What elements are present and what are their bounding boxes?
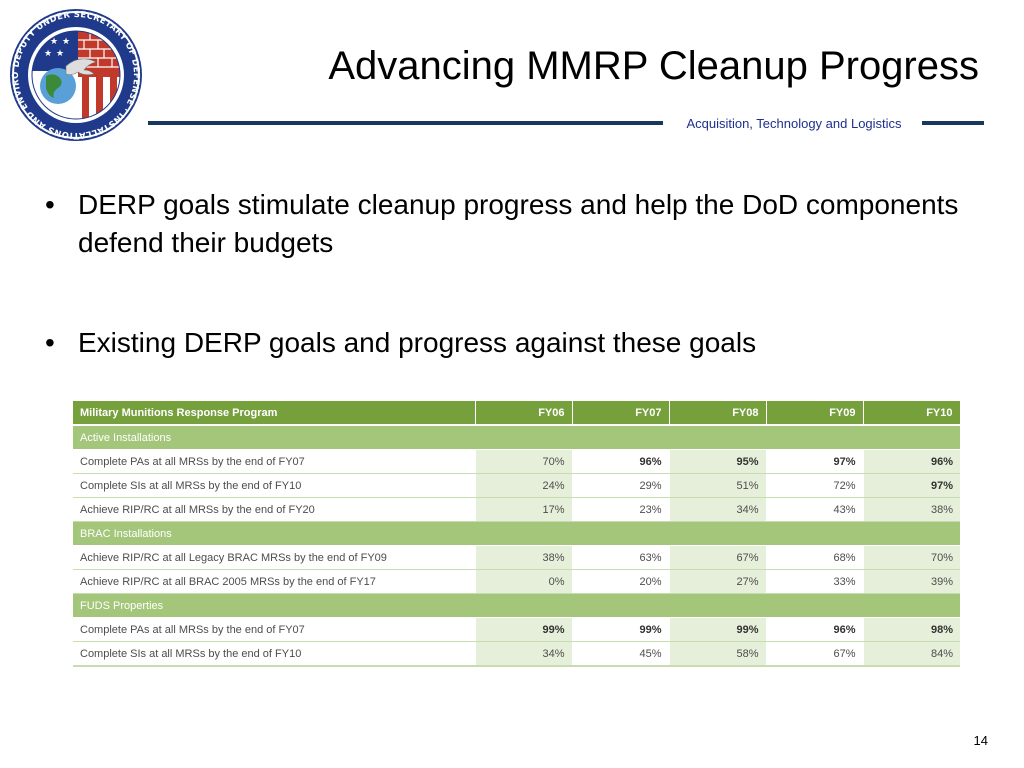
section-label: FUDS Properties (73, 593, 475, 618)
value-cell-fy10: 84% (862, 641, 960, 667)
value-cell-fy06: 24% (474, 473, 572, 498)
table-row: Complete PAs at all MRSs by the end of F… (73, 617, 960, 642)
svg-text:★: ★ (50, 37, 58, 47)
mmrp-goals-table: Military Munitions Response Program FY06… (73, 401, 961, 667)
section-filler (863, 593, 960, 618)
dusd-seal-logo: ★★★ ★★ DEPUT (2, 0, 146, 144)
section-filler (669, 521, 766, 546)
section-filler (572, 593, 669, 618)
goal-label: Complete PAs at all MRSs by the end of F… (73, 617, 475, 642)
value-cell-fy07: 23% (571, 497, 669, 522)
value-cell-fy06: 70% (474, 449, 572, 474)
table-section-row: Active Installations (73, 425, 960, 450)
value-cell-fy09: 72% (765, 473, 863, 498)
goal-label: Complete SIs at all MRSs by the end of F… (73, 473, 475, 498)
bullet-list: • DERP goals stimulate cleanup progress … (45, 186, 985, 362)
header-rule-right (922, 121, 984, 125)
section-filler (766, 593, 863, 618)
value-cell-fy10: 38% (862, 497, 960, 522)
value-cell-fy08: 58% (668, 641, 766, 667)
value-cell-fy06: 99% (474, 617, 572, 642)
bullet-item: • Existing DERP goals and progress again… (45, 324, 985, 362)
section-filler (475, 425, 572, 450)
value-cell-fy09: 67% (765, 641, 863, 667)
table-row: Achieve RIP/RC at all MRSs by the end of… (73, 497, 960, 522)
value-cell-fy09: 68% (765, 545, 863, 570)
column-header-fy10: FY10 (863, 401, 961, 426)
value-cell-fy06: 38% (474, 545, 572, 570)
section-filler (572, 521, 669, 546)
goal-label: Achieve RIP/RC at all BRAC 2005 MRSs by … (73, 569, 475, 594)
value-cell-fy09: 97% (765, 449, 863, 474)
table-row: Achieve RIP/RC at all Legacy BRAC MRSs b… (73, 545, 960, 570)
table-header-row: Military Munitions Response Program FY06… (73, 401, 961, 426)
section-filler (669, 425, 766, 450)
value-cell-fy06: 0% (474, 569, 572, 594)
column-header-fy07: FY07 (572, 401, 670, 426)
section-filler (766, 521, 863, 546)
value-cell-fy06: 34% (474, 641, 572, 667)
value-cell-fy09: 43% (765, 497, 863, 522)
goal-label: Achieve RIP/RC at all MRSs by the end of… (73, 497, 475, 522)
value-cell-fy08: 67% (668, 545, 766, 570)
section-filler (572, 425, 669, 450)
value-cell-fy07: 45% (571, 641, 669, 667)
header-rule-left (148, 121, 663, 125)
column-header-fy09: FY09 (766, 401, 864, 426)
table-section-row: BRAC Installations (73, 521, 960, 546)
value-cell-fy07: 63% (571, 545, 669, 570)
value-cell-fy07: 29% (571, 473, 669, 498)
bullet-text: DERP goals stimulate cleanup progress an… (78, 189, 959, 258)
section-label: Active Installations (73, 425, 475, 450)
table-row: Complete PAs at all MRSs by the end of F… (73, 449, 960, 474)
value-cell-fy10: 39% (862, 569, 960, 594)
section-filler (475, 521, 572, 546)
section-filler (669, 593, 766, 618)
table-row: Complete SIs at all MRSs by the end of F… (73, 473, 960, 498)
section-label: BRAC Installations (73, 521, 475, 546)
deputy-under-secretary-of-defense-seal-icon: ★★★ ★★ DEPUT (2, 0, 142, 141)
svg-text:★: ★ (44, 49, 52, 59)
column-header-fy06: FY06 (475, 401, 573, 426)
value-cell-fy07: 99% (571, 617, 669, 642)
section-filler (766, 425, 863, 450)
value-cell-fy10: 98% (862, 617, 960, 642)
value-cell-fy06: 17% (474, 497, 572, 522)
table-row: Achieve RIP/RC at all BRAC 2005 MRSs by … (73, 569, 960, 594)
bullet-marker: • (45, 189, 55, 220)
column-header-fy08: FY08 (669, 401, 767, 426)
value-cell-fy10: 70% (862, 545, 960, 570)
section-filler (863, 425, 960, 450)
value-cell-fy08: 95% (668, 449, 766, 474)
value-cell-fy08: 51% (668, 473, 766, 498)
value-cell-fy10: 96% (862, 449, 960, 474)
svg-text:★: ★ (62, 37, 70, 47)
column-header-program: Military Munitions Response Program (73, 401, 476, 426)
section-filler (475, 593, 572, 618)
value-cell-fy08: 99% (668, 617, 766, 642)
goal-label: Achieve RIP/RC at all Legacy BRAC MRSs b… (73, 545, 475, 570)
svg-text:★: ★ (56, 49, 64, 59)
value-cell-fy07: 96% (571, 449, 669, 474)
value-cell-fy09: 96% (765, 617, 863, 642)
bullet-text: Existing DERP goals and progress against… (78, 327, 757, 358)
goal-label: Complete PAs at all MRSs by the end of F… (73, 449, 475, 474)
section-filler (863, 521, 960, 546)
bullet-item: • DERP goals stimulate cleanup progress … (45, 186, 985, 262)
value-cell-fy10: 97% (862, 473, 960, 498)
page-number: 14 (973, 733, 988, 748)
value-cell-fy08: 34% (668, 497, 766, 522)
goal-label: Complete SIs at all MRSs by the end of F… (73, 641, 475, 667)
bullet-marker: • (45, 327, 55, 358)
value-cell-fy08: 27% (668, 569, 766, 594)
value-cell-fy07: 20% (571, 569, 669, 594)
table-row: Complete SIs at all MRSs by the end of F… (73, 641, 960, 667)
header-subtitle: Acquisition, Technology and Logistics (686, 116, 902, 131)
value-cell-fy09: 33% (765, 569, 863, 594)
page-title: Advancing MMRP Cleanup Progress (328, 44, 979, 88)
table-section-row: FUDS Properties (73, 593, 960, 618)
